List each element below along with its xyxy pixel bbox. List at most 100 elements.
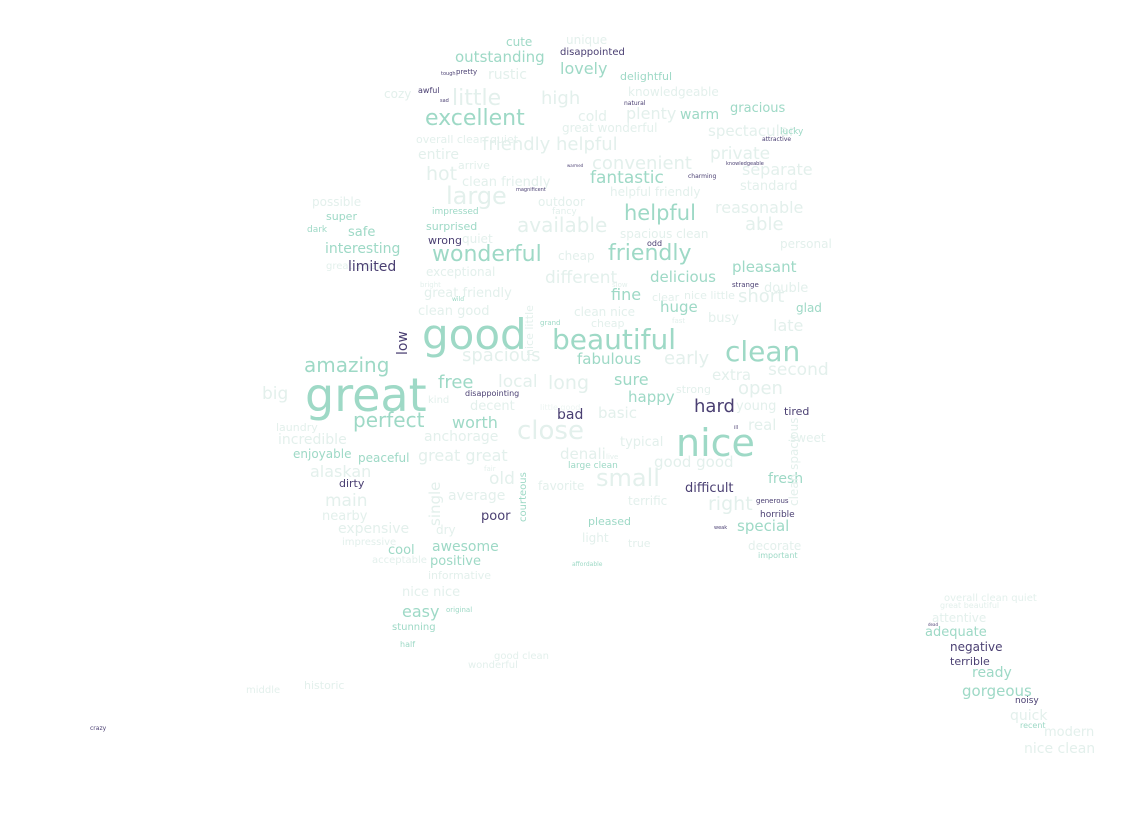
word-crazy: crazy <box>90 725 107 732</box>
word-exceptional: exceptional <box>426 265 496 279</box>
word-different: different <box>545 268 618 288</box>
word-interesting: interesting <box>325 241 401 257</box>
word-cozy: cozy <box>384 87 412 101</box>
word-super: super <box>326 210 357 223</box>
word-good-good: good good <box>654 453 734 471</box>
word-great: great <box>305 368 427 422</box>
word-entire: entire <box>418 147 459 163</box>
word-happy: happy <box>628 388 675 406</box>
word-tough: tough <box>441 71 456 77</box>
word-attentive: informative <box>428 569 492 582</box>
word-excellent: excellent <box>425 106 525 131</box>
word-possible: possible <box>312 195 362 209</box>
word-right: right <box>708 493 753 515</box>
word-favorite: clean spacious <box>787 417 801 506</box>
word-attractive: attractive <box>762 136 792 143</box>
word-weak: weak <box>714 525 728 531</box>
word-efficient: courteous <box>518 472 529 522</box>
word-true: true <box>628 537 651 550</box>
word-stunning: stunning <box>392 622 436 633</box>
word-typical: typical <box>620 435 664 450</box>
word-expensive: expensive <box>338 521 410 537</box>
word-beautiful: beautiful <box>552 323 677 356</box>
word-average: average <box>448 488 506 504</box>
word-warm: warm <box>680 107 720 123</box>
word-alaskan: alaskan <box>310 462 372 481</box>
word-late: late <box>773 316 804 335</box>
word-natural: natural <box>624 100 646 107</box>
word-nice: nice <box>676 421 755 465</box>
word-hard: low <box>395 331 411 355</box>
word-light: light <box>582 531 609 545</box>
word-warmed: warmed <box>567 163 584 168</box>
word-arrive: cheap <box>558 249 595 263</box>
word-original: dark <box>307 225 328 235</box>
word-double: double <box>764 281 809 296</box>
word-lucky: lucky <box>780 127 804 137</box>
word-sad: sad <box>440 98 449 104</box>
word-charming: charming <box>688 173 717 180</box>
word-nice-nice: nice nice <box>402 585 461 600</box>
word-cute: cute <box>506 35 533 49</box>
word-spectacular: spectacular <box>708 122 796 140</box>
word-helpful-friendly: helpful friendly <box>610 185 701 199</box>
word-historic: cheap <box>591 317 625 330</box>
word-incredible: incredible <box>278 432 347 448</box>
word-pretty: pretty <box>456 68 478 76</box>
word-bad: hard <box>694 396 735 417</box>
word-little: little <box>452 86 502 111</box>
word-tired: tired <box>784 405 810 418</box>
word-easy: easy <box>402 602 440 621</box>
word-fast: clear <box>652 291 680 304</box>
word-low: bad <box>557 407 584 423</box>
word-local: local <box>498 372 538 392</box>
word-available: available <box>517 213 608 237</box>
word-real: real <box>748 416 777 434</box>
word-young: young <box>736 399 777 414</box>
word-fabulous: fabulous <box>577 350 642 368</box>
word-clean-nice: clean nice <box>574 305 636 319</box>
word-interested: half <box>400 640 416 649</box>
word-large: large <box>446 182 507 210</box>
word-pleased: pleased <box>588 515 632 528</box>
word-rustic: rustic <box>488 67 527 83</box>
word-hot: hot <box>426 163 458 185</box>
word-terrific: large clean <box>568 461 618 471</box>
word-fair: live <box>606 453 619 461</box>
word-odd: odd <box>647 239 663 248</box>
word-personal: personal <box>780 237 832 251</box>
word-impressive: grand <box>540 319 561 327</box>
word-close: close <box>517 416 584 446</box>
word-able: able <box>745 214 784 235</box>
word-sure: sure <box>614 370 649 389</box>
word-laundry: strong <box>676 383 712 396</box>
word-long: long <box>548 372 590 394</box>
word-gorgeous: gorgeous <box>962 682 1032 700</box>
word-outstanding: outstanding <box>455 48 545 66</box>
word-plenty: plenty <box>626 104 677 123</box>
word-clean-friendly: clean friendly <box>462 175 551 190</box>
word-fancy: kind <box>428 395 450 406</box>
word-sunny: affordable <box>572 561 603 568</box>
word-dry: sweet <box>790 431 826 445</box>
word-reasonable: reasonable <box>715 198 804 217</box>
word-terrible: terrible <box>950 655 990 668</box>
word-impressed: impressed <box>432 207 479 217</box>
word-negative: negative <box>950 640 1003 654</box>
word-decent: decent <box>470 399 515 414</box>
word-fantastic: fantastic <box>590 168 664 188</box>
word-friendly-helpful: friendly helpful <box>482 134 618 155</box>
word-delightful: delightful <box>620 70 673 83</box>
word-huge: huge <box>660 298 698 316</box>
word-special: special <box>737 517 790 535</box>
word-second: second <box>768 360 829 380</box>
word-high: high <box>541 88 581 109</box>
word-short: short <box>738 286 785 307</box>
word-affordable: impressive <box>342 537 397 548</box>
word-delicious: delicious <box>650 268 716 286</box>
word-horrible: horrible <box>760 510 795 520</box>
word-safe: safe <box>348 225 376 240</box>
word-fresh: fresh <box>768 471 804 487</box>
word-wild: overall clean quiet <box>944 593 1037 604</box>
word-large-clean: laundry <box>276 421 318 434</box>
